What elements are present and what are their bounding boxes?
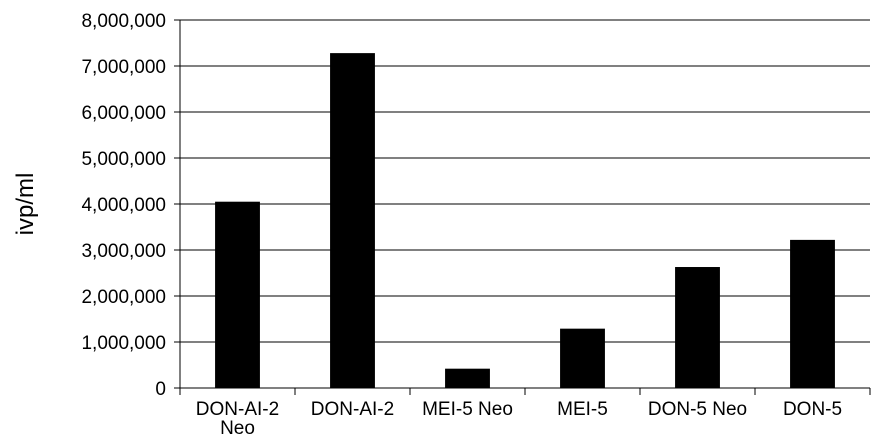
y-tick-label: 2,000,000 (81, 287, 166, 308)
y-tick-label: 1,000,000 (81, 333, 166, 354)
x-tick-label: MEI-5 Neo (422, 399, 513, 420)
y-axis-title: ivp/ml (12, 173, 39, 236)
x-tick-label: DON-5 (783, 399, 842, 420)
bar (445, 368, 490, 388)
bar (675, 267, 720, 388)
y-axis: 0 1,000,000 2,000,000 3,000,000 4,000,000 5,0… (81, 11, 181, 400)
y-tick-label: 6,000,000 (81, 103, 166, 124)
x-tick-label: DON-5 Neo (648, 399, 747, 420)
y-tick-label: 5,000,000 (81, 149, 166, 170)
x-tick-label: DON-AI-2 Neo (196, 399, 279, 439)
y-tick-label: 0 (155, 379, 166, 400)
y-tick-label: 8,000,000 (81, 11, 166, 32)
y-tick-label: 3,000,000 (81, 241, 166, 262)
y-tick-label: 4,000,000 (81, 195, 166, 216)
bars (215, 53, 835, 389)
x-tick-label: DON-AI-2 (311, 399, 394, 420)
y-tick-label: 7,000,000 (81, 57, 166, 78)
x-axis: DON-AI-2 Neo DON-AI-2 MEI-5 Neo MEI-5 DON-5 N… (179, 387, 871, 439)
grid-lines (180, 19, 870, 343)
bar (790, 239, 835, 388)
bar (215, 201, 260, 388)
x-tick-label: MEI-5 (557, 399, 608, 420)
bar (330, 53, 375, 389)
bar (560, 328, 605, 388)
